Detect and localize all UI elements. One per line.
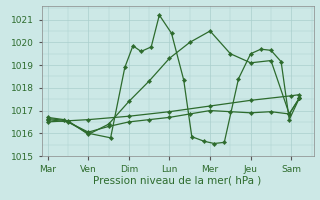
X-axis label: Pression niveau de la mer( hPa ): Pression niveau de la mer( hPa ) [93, 175, 262, 185]
